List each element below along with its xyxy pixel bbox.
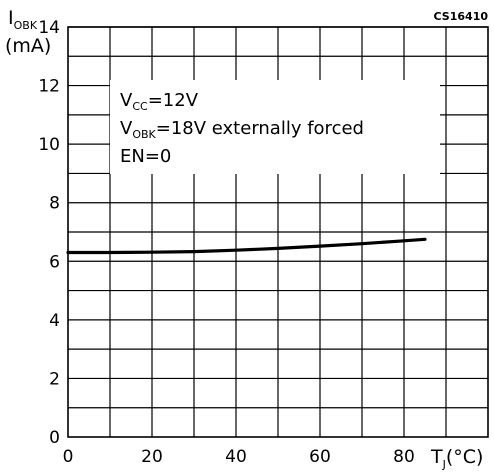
y-tick-label: 12 — [38, 77, 60, 97]
x-tick-label: 80 — [393, 447, 415, 467]
y-tick-label: 6 — [49, 252, 60, 272]
tick-labels: 0 2 4 6 8 10 12 14 0 20 40 60 80 — [38, 18, 414, 467]
x-tick-label: 40 — [225, 447, 247, 467]
x-axis-label: TJ(°C) — [430, 446, 483, 471]
annotation-box — [110, 80, 440, 174]
y-tick-label: 0 — [49, 428, 60, 448]
y-axis-label-sub: OBK — [14, 19, 38, 32]
y-axis-label: IOBK — [8, 7, 38, 32]
y-axis-unit: (mA) — [5, 35, 51, 57]
x-tick-label: 20 — [141, 447, 163, 467]
annotation-group: VCC=12V VOBK=18V externally forced EN=0 — [120, 90, 364, 167]
x-tick-label: 60 — [309, 447, 331, 467]
y-tick-label: 10 — [38, 135, 60, 155]
x-tick-label: 0 — [63, 447, 74, 467]
y-tick-label: 14 — [38, 18, 60, 38]
x-axis-label-sub: J — [442, 458, 446, 471]
x-axis-label-main: T — [430, 446, 443, 468]
annotation-line: VCC=12V — [120, 90, 199, 113]
annotation-line: VOBK=18V externally forced — [120, 118, 364, 141]
series-line — [66, 237, 427, 255]
y-tick-label: 8 — [49, 194, 60, 214]
series-layer — [66, 237, 427, 255]
figure-id: CS16410 — [434, 10, 489, 23]
x-axis-unit: (°C) — [446, 446, 484, 468]
y-tick-label: 4 — [49, 311, 60, 331]
plot-frame — [67, 26, 489, 438]
y-axis-label-main: I — [8, 7, 14, 29]
annotation-line: EN=0 — [120, 146, 171, 167]
y-tick-label: 2 — [49, 369, 60, 389]
